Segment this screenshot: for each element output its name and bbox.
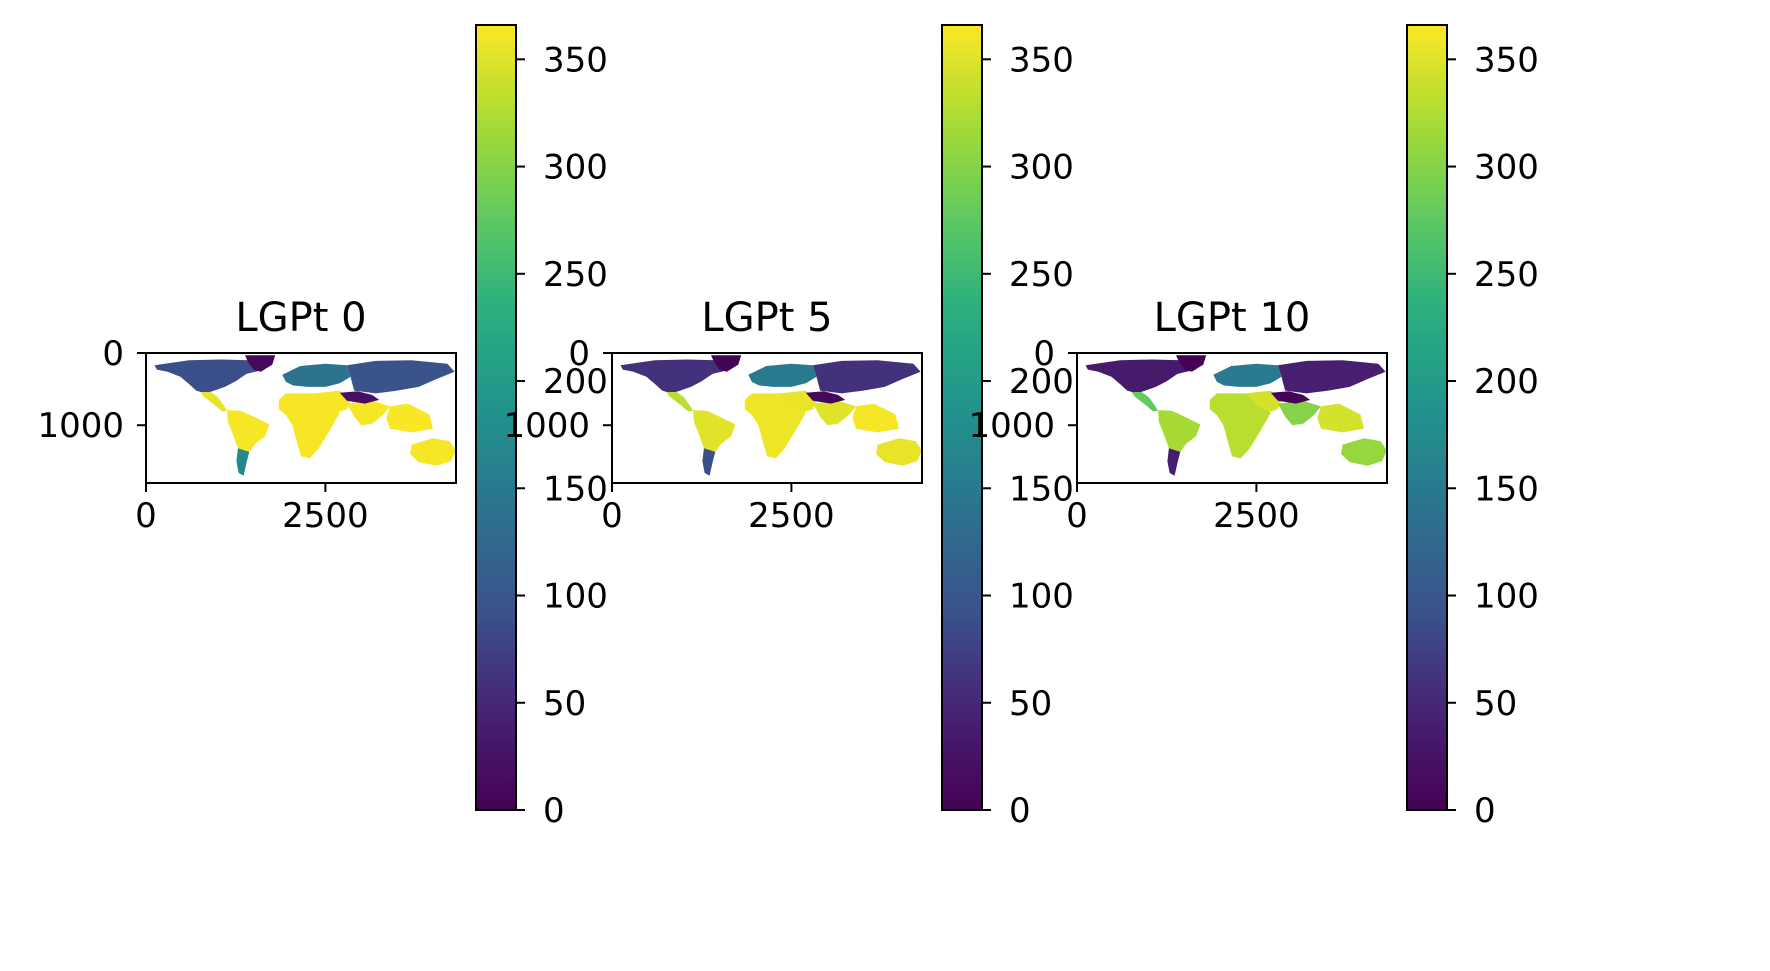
colorbar-tick-label: 150 bbox=[1009, 469, 1074, 509]
axes-frame bbox=[145, 352, 457, 484]
colorbar-tick-label: 0 bbox=[1009, 791, 1031, 831]
colorbar-tick-label: 0 bbox=[1474, 791, 1496, 831]
heatmap-image bbox=[154, 355, 456, 476]
subplot-title: LGPt 10 bbox=[1154, 295, 1311, 341]
y-tick-label: 0 bbox=[1033, 334, 1055, 374]
region-patagonia bbox=[1167, 448, 1181, 476]
colorbar-tick-label: 250 bbox=[543, 255, 608, 295]
region-north-asia bbox=[1277, 360, 1386, 394]
colorbar-tick-label: 250 bbox=[1474, 255, 1539, 295]
colorbar-tick-label: 350 bbox=[543, 40, 608, 80]
colorbar-tick-label: 100 bbox=[1474, 577, 1539, 617]
x-tick-label: 2500 bbox=[748, 496, 835, 536]
colorbar-gradient bbox=[942, 25, 982, 810]
colorbar-tick-label: 100 bbox=[543, 577, 608, 617]
region-southeast-asia bbox=[1317, 403, 1364, 433]
y-tick-label: 1000 bbox=[968, 406, 1055, 446]
colorbar-frame bbox=[941, 24, 983, 811]
region-australia bbox=[410, 438, 456, 466]
colorbar-tick-label: 350 bbox=[1474, 40, 1539, 80]
region-south-asia bbox=[346, 400, 390, 426]
colorbar-tick-label: 200 bbox=[543, 362, 608, 402]
region-patagonia bbox=[236, 448, 250, 476]
colorbar-tick-label: 50 bbox=[1009, 684, 1052, 724]
region-central-america bbox=[666, 392, 694, 412]
region-greenland bbox=[711, 355, 742, 372]
region-south-america bbox=[693, 410, 736, 455]
y-tick-label: 0 bbox=[102, 334, 124, 374]
colorbar-frame bbox=[1406, 24, 1448, 811]
region-north-america bbox=[154, 359, 268, 394]
region-tibet bbox=[1270, 391, 1311, 404]
y-tick-label: 0 bbox=[568, 334, 590, 374]
colorbar-tick-label: 150 bbox=[1474, 469, 1539, 509]
colorbar-gradient bbox=[476, 25, 516, 810]
colorbar-tick-label: 350 bbox=[1009, 40, 1074, 80]
region-north-america bbox=[1085, 359, 1199, 394]
heatmap-image bbox=[620, 355, 922, 476]
colorbar-tick-label: 250 bbox=[1009, 255, 1074, 295]
y-tick-label: 1000 bbox=[37, 406, 124, 446]
region-europe bbox=[1213, 363, 1282, 387]
region-north-asia bbox=[812, 360, 921, 394]
colorbar-tick-label: 0 bbox=[543, 791, 565, 831]
colorbar: 0 50 100 150 200 250 300 350 bbox=[475, 24, 608, 831]
axes-frame bbox=[611, 352, 923, 484]
region-australia bbox=[876, 438, 922, 466]
colorbar-frame bbox=[475, 24, 517, 811]
subplot-title: LGPt 0 bbox=[235, 295, 366, 341]
region-tibet bbox=[805, 391, 846, 404]
subplot-title: LGPt 5 bbox=[701, 295, 832, 341]
colorbar: 0 50 100 150 200 250 300 350 bbox=[941, 24, 1074, 831]
colorbar-tick-label: 200 bbox=[1474, 362, 1539, 402]
region-south-america bbox=[1158, 410, 1201, 455]
colorbar-tick-label: 200 bbox=[1009, 362, 1074, 402]
colorbar-tick-label: 50 bbox=[1474, 684, 1517, 724]
axes-frame bbox=[1076, 352, 1388, 484]
colorbar-tick-label: 100 bbox=[1009, 577, 1074, 617]
colorbar-gradient bbox=[1407, 25, 1447, 810]
region-australia bbox=[1341, 438, 1387, 466]
x-tick-label: 2500 bbox=[1213, 496, 1300, 536]
x-tick-label: 0 bbox=[135, 496, 157, 536]
region-southeast-asia bbox=[386, 403, 433, 433]
region-tibet bbox=[339, 391, 380, 404]
region-south-asia bbox=[1277, 400, 1321, 426]
region-central-america bbox=[1131, 392, 1159, 412]
region-africa bbox=[744, 393, 806, 459]
x-tick-label: 2500 bbox=[282, 496, 369, 536]
y-tick-label: 1000 bbox=[503, 406, 590, 446]
colorbar-tick-label: 50 bbox=[543, 684, 586, 724]
region-central-america bbox=[200, 392, 228, 412]
region-north-asia bbox=[346, 360, 455, 394]
region-africa bbox=[278, 393, 340, 459]
x-tick-label: 0 bbox=[601, 496, 623, 536]
region-europe bbox=[282, 363, 351, 387]
region-southeast-asia bbox=[852, 403, 899, 433]
region-patagonia bbox=[702, 448, 716, 476]
colorbar-tick-label: 300 bbox=[543, 148, 608, 188]
region-africa bbox=[1209, 393, 1271, 459]
x-tick-label: 0 bbox=[1066, 496, 1088, 536]
region-greenland bbox=[245, 355, 276, 372]
colorbar-tick-label: 300 bbox=[1009, 148, 1074, 188]
region-europe bbox=[748, 363, 817, 387]
colorbar-tick-label: 150 bbox=[543, 469, 608, 509]
colorbar: 0 50 100 150 200 250 300 350 bbox=[1406, 24, 1539, 831]
region-south-asia bbox=[812, 400, 856, 426]
region-greenland bbox=[1176, 355, 1207, 372]
heatmap-image bbox=[1085, 355, 1387, 476]
region-south-america bbox=[227, 410, 270, 455]
colorbar-tick-label: 300 bbox=[1474, 148, 1539, 188]
region-north-america bbox=[620, 359, 734, 394]
subplot-0: 0 2500 0 1000 LGPt 0 0 50 100 150 200 250 300 350 bbox=[37, 24, 608, 831]
